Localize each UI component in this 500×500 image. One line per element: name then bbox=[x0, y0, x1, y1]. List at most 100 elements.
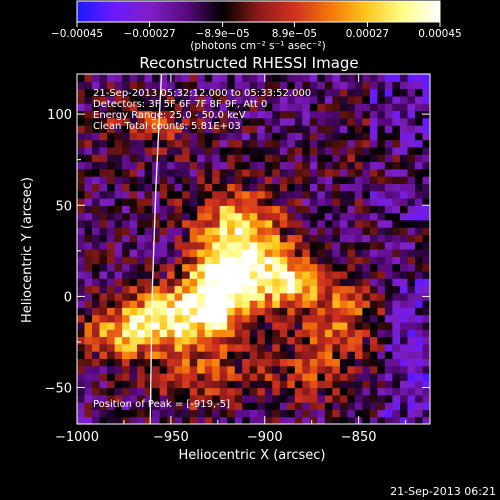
heatmap-pixel bbox=[279, 270, 288, 279]
heatmap-pixel bbox=[77, 329, 86, 338]
heatmap-pixel bbox=[227, 219, 236, 228]
heatmap-pixel bbox=[129, 81, 138, 90]
heatmap-pixel bbox=[264, 387, 273, 396]
heatmap-pixel bbox=[317, 139, 326, 148]
heatmap-pixel bbox=[339, 212, 349, 221]
heatmap-pixel bbox=[339, 300, 349, 308]
heatmap-pixel bbox=[212, 125, 221, 133]
heatmap-pixel bbox=[324, 278, 334, 287]
heatmap-pixel bbox=[167, 365, 176, 374]
heatmap-pixel bbox=[219, 249, 228, 257]
heatmap-pixel bbox=[309, 95, 318, 104]
heatmap-pixel bbox=[377, 256, 386, 265]
heatmap-pixel bbox=[234, 161, 243, 170]
heatmap-pixel bbox=[204, 125, 213, 133]
heatmap-pixel bbox=[362, 95, 371, 104]
heatmap-pixel bbox=[422, 329, 430, 338]
heatmap-pixel bbox=[182, 183, 191, 192]
heatmap-pixel bbox=[152, 241, 161, 250]
heatmap-pixel bbox=[324, 373, 334, 381]
heatmap-pixel bbox=[369, 292, 379, 301]
heatmap-pixel bbox=[234, 358, 243, 367]
heatmap-pixel bbox=[242, 81, 251, 90]
heatmap-pixel bbox=[294, 292, 303, 301]
heatmap-pixel bbox=[212, 161, 221, 170]
heatmap-pixel bbox=[422, 270, 430, 279]
heatmap-pixel bbox=[107, 95, 116, 104]
heatmap-pixel bbox=[107, 146, 116, 155]
heatmap-pixel bbox=[77, 358, 86, 367]
heatmap-pixel bbox=[287, 110, 296, 119]
heatmap-pixel bbox=[107, 278, 116, 287]
heatmap-pixel bbox=[197, 285, 206, 294]
heatmap-pixel bbox=[129, 139, 138, 148]
heatmap-pixel bbox=[257, 416, 266, 424]
heatmap-pixel bbox=[107, 270, 116, 279]
heatmap-pixel bbox=[249, 161, 258, 170]
heatmap-pixel bbox=[279, 321, 288, 330]
heatmap-pixel bbox=[174, 314, 183, 323]
heatmap-pixel bbox=[129, 314, 138, 323]
heatmap-pixel bbox=[189, 292, 198, 301]
heatmap-pixel bbox=[144, 205, 153, 214]
heatmap-pixel bbox=[302, 219, 311, 228]
heatmap-pixel bbox=[332, 307, 341, 316]
heatmap-pixel bbox=[144, 95, 153, 104]
heatmap-pixel bbox=[287, 409, 296, 418]
heatmap-pixel bbox=[137, 205, 146, 214]
heatmap-pixel bbox=[159, 329, 168, 338]
heatmap-pixel bbox=[84, 409, 93, 418]
heatmap-pixel bbox=[167, 278, 176, 287]
heatmap-pixel bbox=[264, 373, 273, 381]
heatmap-pixel bbox=[159, 307, 168, 316]
heatmap-pixel bbox=[415, 307, 424, 316]
heatmap-pixel bbox=[317, 110, 326, 119]
heatmap-pixel bbox=[377, 373, 386, 381]
heatmap-pixel bbox=[84, 314, 93, 323]
heatmap-pixel bbox=[99, 292, 108, 301]
heatmap-pixel bbox=[317, 117, 326, 126]
heatmap-pixel bbox=[159, 103, 168, 112]
heatmap-pixel bbox=[302, 300, 311, 308]
heatmap-pixel bbox=[264, 154, 273, 163]
heatmap-pixel bbox=[257, 307, 266, 316]
heatmap-pixel bbox=[384, 154, 394, 163]
heatmap-pixel bbox=[362, 329, 371, 338]
heatmap-pixel bbox=[122, 103, 131, 112]
heatmap-pixel bbox=[392, 307, 401, 316]
heatmap-pixel bbox=[189, 263, 198, 272]
heatmap-pixel bbox=[249, 402, 258, 410]
heatmap-pixel bbox=[272, 394, 281, 403]
heatmap-pixel bbox=[227, 365, 236, 374]
heatmap-pixel bbox=[227, 321, 236, 330]
heatmap-pixel bbox=[189, 190, 198, 199]
heatmap-pixel bbox=[392, 132, 401, 141]
heatmap-pixel bbox=[92, 161, 101, 170]
heatmap-pixel bbox=[212, 110, 221, 119]
heatmap-pixel bbox=[332, 103, 341, 112]
heatmap-pixel bbox=[144, 416, 153, 424]
heatmap-pixel bbox=[77, 278, 86, 287]
heatmap-pixel bbox=[302, 365, 311, 374]
heatmap-pixel bbox=[122, 278, 131, 287]
heatmap-pixel bbox=[159, 256, 168, 265]
heatmap-pixel bbox=[84, 416, 93, 424]
heatmap-pixel bbox=[294, 183, 303, 192]
heatmap-pixel bbox=[249, 329, 258, 338]
heatmap-pixel bbox=[415, 394, 424, 403]
annotation-time-range: 21-Sep-2013 05:32:12.000 to 05:33:52.000 bbox=[93, 88, 311, 99]
heatmap-pixel bbox=[227, 95, 236, 104]
heatmap-pixel bbox=[407, 176, 416, 184]
heatmap-pixel bbox=[264, 314, 273, 323]
heatmap-pixel bbox=[264, 343, 273, 352]
heatmap-pixel bbox=[152, 373, 161, 381]
heatmap-pixel bbox=[129, 336, 138, 345]
heatmap-pixel bbox=[294, 278, 303, 287]
heatmap-pixel bbox=[204, 292, 213, 301]
heatmap-pixel bbox=[152, 81, 161, 90]
heatmap-pixel bbox=[174, 343, 183, 352]
heatmap-pixel bbox=[92, 256, 101, 265]
heatmap-pixel bbox=[107, 176, 116, 184]
heatmap-pixel bbox=[212, 329, 221, 338]
heatmap-pixel bbox=[227, 183, 236, 192]
